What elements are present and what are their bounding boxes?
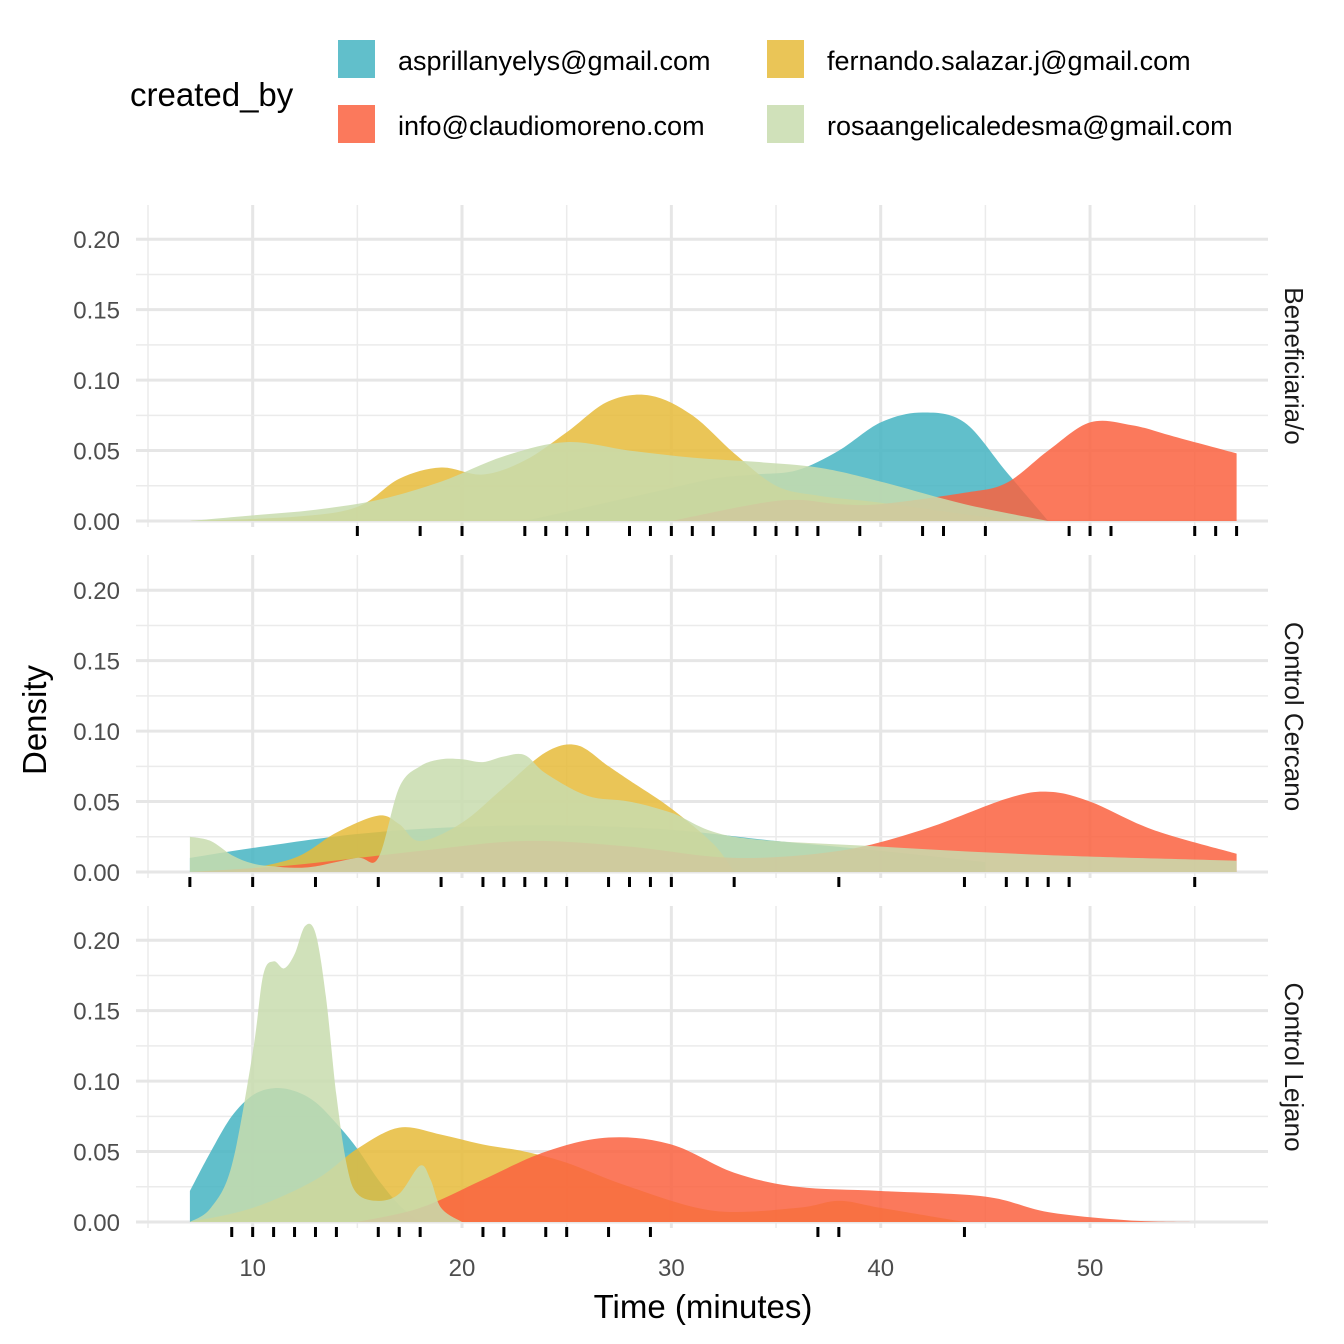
legend-swatch bbox=[338, 105, 375, 143]
legend-label: asprillanyelys@gmail.com bbox=[398, 46, 711, 76]
legend: created_by asprillanyelys@gmail.com ferna… bbox=[130, 40, 1233, 143]
x-tick-label: 40 bbox=[867, 1255, 894, 1282]
y-axis-title: Density bbox=[16, 664, 53, 775]
density-area bbox=[357, 1137, 1195, 1222]
density-area bbox=[189, 753, 1237, 872]
legend-swatch bbox=[767, 105, 804, 143]
x-axis-title: Time (minutes) bbox=[594, 1288, 813, 1325]
x-tick-label: 50 bbox=[1077, 1255, 1104, 1282]
facet-panel: 0.00 0.05 0.10 0.15 0.20 Control Cercano bbox=[73, 555, 1309, 887]
density-area bbox=[671, 420, 1237, 521]
y-tick-label: 0.05 bbox=[73, 790, 120, 817]
y-tick-label: 0.00 bbox=[73, 860, 120, 887]
y-tick-label: 0.00 bbox=[73, 1210, 120, 1237]
facet-strip-label: Control Lejano bbox=[1279, 982, 1309, 1151]
y-tick-label: 0.20 bbox=[73, 578, 120, 605]
y-tick-label: 0.15 bbox=[73, 298, 120, 325]
y-tick-label: 0.10 bbox=[73, 719, 120, 746]
legend-label: rosaangelicaledesma@gmail.com bbox=[827, 111, 1233, 141]
density-area bbox=[189, 442, 1049, 521]
legend-title: created_by bbox=[130, 76, 294, 113]
y-tick-label: 0.05 bbox=[73, 1140, 120, 1167]
density-area bbox=[189, 923, 462, 1222]
y-tick-label: 0.10 bbox=[73, 368, 120, 395]
y-tick-label: 0.20 bbox=[73, 227, 120, 254]
legend-label: fernando.salazar.j@gmail.com bbox=[827, 46, 1191, 76]
y-tick-label: 0.15 bbox=[73, 649, 120, 676]
y-tick-label: 0.05 bbox=[73, 439, 120, 466]
y-tick-label: 0.10 bbox=[73, 1069, 120, 1096]
facet-panel: 0.00 0.05 0.10 0.15 0.20 Control Lejano bbox=[73, 906, 1309, 1237]
legend-swatch bbox=[767, 40, 804, 78]
y-tick-label: 0.00 bbox=[73, 509, 120, 536]
x-tick-label: 10 bbox=[239, 1255, 266, 1282]
facet-strip-label: Control Cercano bbox=[1279, 622, 1309, 811]
y-tick-label: 0.15 bbox=[73, 999, 120, 1026]
legend-swatch bbox=[338, 40, 375, 78]
legend-label: info@claudiomoreno.com bbox=[398, 111, 705, 141]
facet-strip-label: Beneficiaria/o bbox=[1279, 287, 1309, 445]
x-tick-label: 20 bbox=[449, 1255, 476, 1282]
x-tick-label: 30 bbox=[658, 1255, 685, 1282]
facet-panel: 0.00 0.05 0.10 0.15 0.20 Beneficiaria/o bbox=[73, 205, 1309, 536]
y-tick-label: 0.20 bbox=[73, 928, 120, 955]
